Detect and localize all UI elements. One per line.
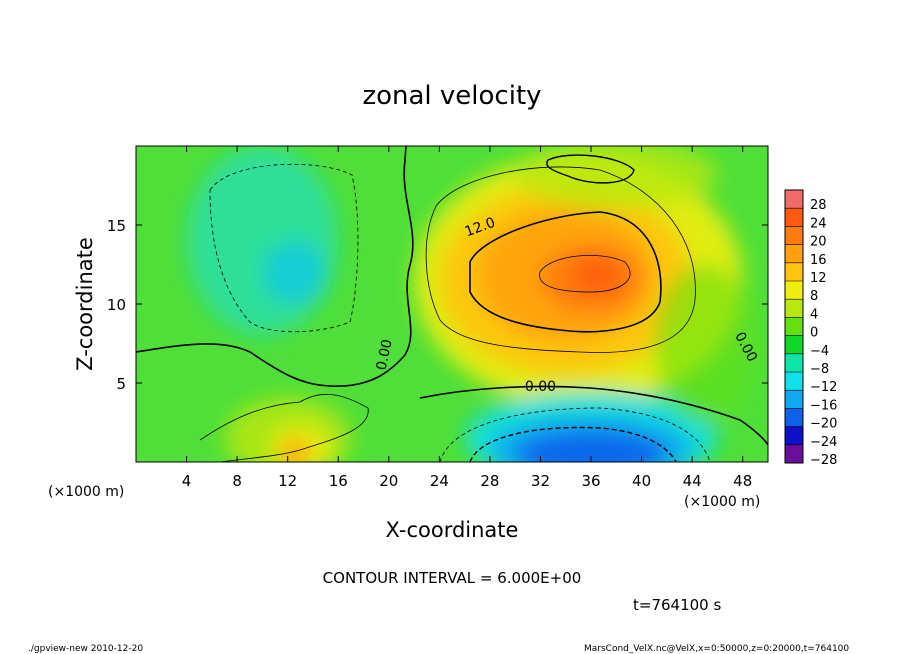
plot-area: 12.00.000.00 0.00 [135, 145, 769, 463]
contour-twelve [469, 211, 662, 333]
heat-blob-13 [515, 146, 718, 210]
y-axis-label: Z-coordinate [73, 237, 97, 371]
x-tick-label: 8 [232, 472, 242, 490]
colorbar-segment [785, 426, 803, 445]
x-axis-unit-left: (×1000 m) [48, 484, 124, 500]
colorbar-label: 12 [810, 271, 827, 286]
colorbar-label: 4 [810, 307, 818, 322]
colorbar-label: 8 [810, 289, 818, 304]
contour-eighteen [539, 255, 631, 293]
x-tick-label: 20 [379, 472, 398, 490]
x-axis-unit-right: (×1000 m) [684, 494, 760, 510]
colorbar-segment [785, 335, 803, 354]
heat-blob-14 [654, 264, 756, 423]
x-tick-label: 32 [531, 472, 550, 490]
footer-left: ./gpview-new 2010-12-20 [28, 644, 143, 654]
colorbar-segment [785, 317, 803, 336]
y-tick-label: 5 [116, 375, 126, 393]
x-tick-label: 48 [733, 472, 752, 490]
contour-neg12-lower [469, 426, 677, 462]
colorbar-label: −12 [810, 380, 837, 395]
colorbar-label: −8 [810, 362, 829, 377]
colorbar-segment [785, 226, 803, 245]
chart-title: zonal velocity [362, 81, 541, 111]
heat-blob-9 [515, 430, 667, 462]
x-tick-label: 4 [182, 472, 192, 490]
colorbar-label: −16 [810, 398, 837, 413]
contour-lines [136, 146, 768, 462]
colorbar-segment [785, 390, 803, 409]
colorbar-label: −28 [810, 453, 837, 468]
heat-blob-6 [572, 256, 623, 295]
y-tick-label: 10 [107, 296, 126, 314]
colorbar-label: 28 [810, 198, 827, 213]
footer-right: MarsCond_VelX.nc@VelX,x=0:50000,z=0:2000… [584, 644, 849, 654]
contour-six-lower-left [199, 393, 369, 462]
colorbar-frame [784, 189, 804, 464]
colorbar-label: −20 [810, 417, 837, 432]
x-axis-label: X-coordinate [386, 518, 519, 542]
colorbar-label: 24 [810, 216, 827, 231]
contour-label: 0.00 [374, 338, 396, 372]
colorbar-segment [785, 281, 803, 300]
x-tick-label: 36 [581, 472, 600, 490]
contour-six [425, 166, 696, 353]
colorbar-segment [785, 262, 803, 281]
y-axis: 5 10 15 [107, 217, 768, 393]
colorbar: 28 24 20 16 12 8 4 0 −4 −8 −12 −16 −20 −24 −28 [784, 189, 837, 468]
contour-label: 0.00 [525, 379, 556, 395]
x-tick-label: 44 [683, 472, 702, 490]
x-tick-label: 40 [632, 472, 651, 490]
colorbar-segment [785, 244, 803, 263]
heat-layer [186, 146, 756, 462]
contour-interval-note: CONTOUR INTERVAL = 6.000E+00 [323, 569, 582, 587]
contour-neg6-upper [209, 163, 359, 333]
contour-neg6-lower [439, 407, 711, 462]
heat-blob-0 [186, 146, 339, 336]
colorbar-segment [785, 208, 803, 227]
colorbar-segment [785, 353, 803, 372]
colorbar-segment [785, 444, 803, 463]
colorbar-label: 16 [810, 253, 827, 268]
colorbar-label: −4 [810, 344, 829, 359]
colorbar-segment [785, 408, 803, 427]
contour-twelve-top [546, 154, 635, 184]
colorbar-segment [785, 299, 803, 318]
x-tick-label: 16 [329, 472, 348, 490]
y-tick-label: 15 [107, 217, 126, 235]
contour-zero-lower [136, 146, 414, 387]
x-tick-label: 24 [430, 472, 449, 490]
colorbar-segment [785, 190, 803, 209]
x-tick-label: 12 [278, 472, 297, 490]
colorbar-label: 20 [810, 235, 827, 250]
contour-zero-bottom [419, 385, 768, 446]
x-tick-label: 28 [480, 472, 499, 490]
colorbar-label: −24 [810, 435, 837, 450]
colorbar-segment [785, 372, 803, 391]
colorbar-label: 0 [810, 326, 818, 341]
heat-blob-1 [262, 240, 326, 304]
time-note: t=764100 s [633, 596, 721, 614]
x-axis: 4 8 12 16 20 24 28 32 36 40 44 48 [182, 146, 752, 490]
